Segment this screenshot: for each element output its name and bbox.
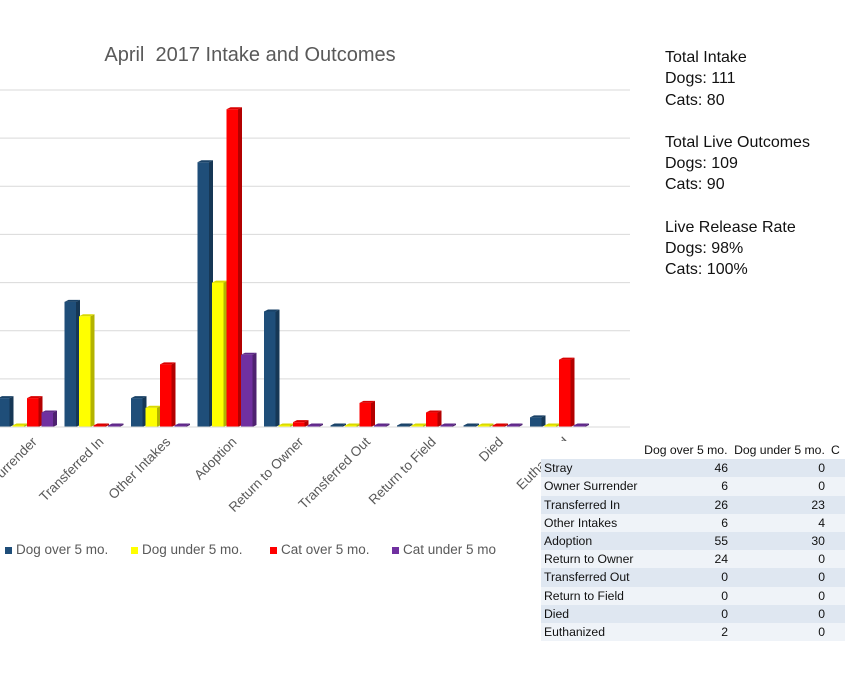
bar-adoption-series-1 xyxy=(212,280,228,427)
total-intake-cats: Cats: 80 xyxy=(665,91,725,109)
total-intake-dogs: Dogs: 111 xyxy=(665,70,736,88)
bar-transferred-in-series-2 xyxy=(93,423,109,427)
legend-label: Cat over 5 mo. xyxy=(281,542,370,557)
bar-transferred-out-series-3 xyxy=(374,423,390,427)
bar-adoption-series-2 xyxy=(226,107,242,427)
bar-return-to-owner-series-3 xyxy=(307,423,323,427)
bar-return-to-field-series-3 xyxy=(440,423,456,427)
bar-owner-surrender-series-0 xyxy=(0,396,14,427)
live-outcomes-dogs: Dogs: 109 xyxy=(665,155,738,173)
bar-died-series-3 xyxy=(507,423,523,427)
bar-owner-surrender-series-1 xyxy=(12,423,28,427)
bar-died-series-2 xyxy=(492,423,508,427)
bar-euthanized-series-3 xyxy=(573,423,589,427)
legend-swatch xyxy=(270,546,277,554)
legend-item: Dog under 5 mo. xyxy=(131,542,243,557)
gridlines xyxy=(0,89,630,380)
bar-died-series-1 xyxy=(478,423,494,427)
bar-other-intakes-series-0 xyxy=(131,396,147,427)
bar-return-to-owner-series-1 xyxy=(278,423,294,427)
bar-adoption-series-0 xyxy=(197,160,213,427)
bar-adoption-series-3 xyxy=(241,352,257,427)
total-intake-heading: Total Intake xyxy=(665,49,747,66)
bars xyxy=(0,107,589,427)
bar-euthanized-series-1 xyxy=(544,423,560,427)
live-outcomes-heading: Total Live Outcomes xyxy=(665,133,810,151)
bar-other-intakes-series-2 xyxy=(160,362,176,427)
bar-return-to-field-series-2 xyxy=(426,410,442,427)
bar-return-to-field-series-1 xyxy=(411,423,427,427)
bar-euthanized-series-0 xyxy=(530,415,546,427)
legend-label: Dog over 5 mo. xyxy=(16,542,109,557)
bar-euthanized-series-2 xyxy=(559,357,575,427)
bar-return-to-owner-series-2 xyxy=(293,420,309,427)
live-release-dogs: Dogs: 98% xyxy=(665,240,744,258)
bar-transferred-in-series-3 xyxy=(108,423,124,427)
legend-swatch xyxy=(131,546,138,554)
legend-item: Cat under 5 mo xyxy=(392,542,496,557)
bar-other-intakes-series-3 xyxy=(174,423,190,427)
bar-transferred-out-series-0 xyxy=(330,423,346,427)
bar-transferred-out-series-1 xyxy=(345,423,361,427)
bar-owner-surrender-series-3 xyxy=(41,410,57,427)
live-release-heading: Live Release Rate xyxy=(665,218,796,236)
legend-label: Dog under 5 mo. xyxy=(142,542,243,557)
bar-owner-surrender-series-2 xyxy=(27,396,43,427)
legend-swatch xyxy=(5,546,12,554)
bar-return-to-owner-series-0 xyxy=(264,309,280,427)
legend-label: Cat under 5 mo xyxy=(403,542,497,557)
bar-transferred-out-series-2 xyxy=(359,400,375,427)
bar-transferred-in-series-0 xyxy=(64,299,80,427)
chart-title: April 2017 Intake and Outcomes xyxy=(104,44,396,66)
summary-stats: Total Intake Dogs: 111 Cats: 80 Total Li… xyxy=(665,47,810,281)
legend-item: Cat over 5 mo. xyxy=(270,542,370,557)
bar-transferred-in-series-1 xyxy=(79,314,95,427)
legend-item: Dog over 5 mo. xyxy=(5,542,108,557)
bar-died-series-0 xyxy=(463,423,479,427)
legend-swatch xyxy=(392,546,399,554)
bar-return-to-field-series-0 xyxy=(397,423,413,427)
live-release-cats: Cats: 100% xyxy=(665,261,748,279)
live-outcomes-cats: Cats: 90 xyxy=(665,176,725,194)
bar-other-intakes-series-1 xyxy=(145,405,161,427)
